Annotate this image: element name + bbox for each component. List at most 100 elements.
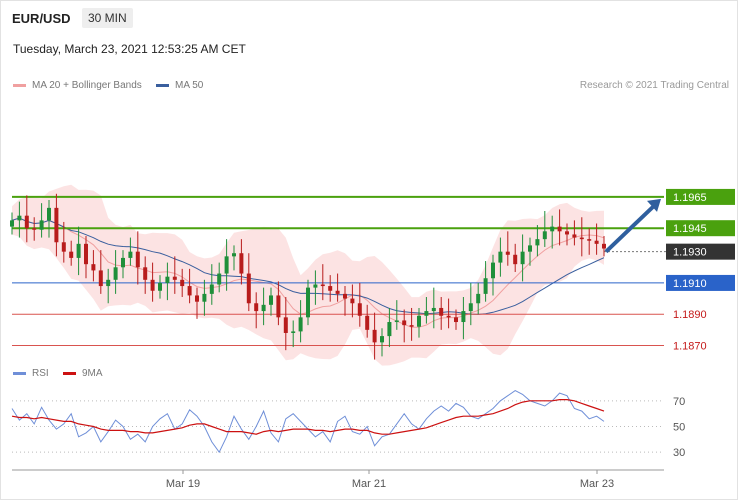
symbol-title: EUR/USD [12, 11, 71, 26]
candle-body [61, 242, 66, 252]
candle-body [431, 307, 436, 312]
candle-body [550, 226, 555, 232]
legend-swatch [13, 372, 26, 375]
candle-body [313, 284, 318, 288]
candle-body [365, 315, 370, 330]
rsi-tick-label: 30 [673, 447, 685, 459]
candle-body [158, 282, 162, 291]
candle-body [106, 279, 111, 287]
resistance-label: 1.1945 [673, 223, 707, 235]
candle-body [320, 284, 325, 287]
rsi-line [11, 390, 605, 454]
candle-body [491, 262, 495, 279]
candle-body [380, 336, 384, 343]
candle-body [372, 329, 377, 343]
pivot-badge [666, 274, 735, 291]
forecast-arrow-shaft [604, 203, 657, 254]
x-axis-label: Mar 19 [166, 478, 200, 490]
candle-body [557, 226, 562, 232]
candle-body [76, 243, 81, 258]
candle-body [135, 251, 140, 268]
legend-rsi: RSI [13, 368, 49, 379]
x-axis-label: Mar 23 [580, 478, 614, 490]
candle-body [350, 298, 355, 304]
candle-body [357, 303, 362, 316]
resistance-badge [666, 188, 735, 205]
candle-body [195, 295, 199, 302]
candle-body [454, 317, 458, 323]
support-label: 1.1870 [673, 340, 707, 352]
candle-body [535, 239, 540, 246]
candle-body [32, 228, 37, 230]
candle-body [121, 257, 125, 268]
candle-body [594, 240, 599, 244]
candle-body [165, 276, 170, 283]
legend-rsi-ma: 9MA [63, 368, 103, 379]
candle-body [202, 293, 207, 302]
last-price-badge [666, 243, 735, 260]
candle-body [54, 207, 59, 243]
legend-ma50: MA 50 [156, 80, 203, 91]
legend-swatch [13, 84, 26, 87]
candle-body [505, 251, 510, 255]
last-price-label: 1.1930 [673, 247, 707, 259]
candle-body [446, 315, 451, 318]
candle-body [128, 251, 133, 258]
candle-body [468, 303, 473, 312]
candle-body [98, 270, 103, 287]
candle-body [47, 207, 51, 221]
timestamp: Tuesday, March 23, 2021 12:53:25 AM CET [13, 42, 246, 56]
candle-body [143, 267, 148, 280]
rsi-tick-label: 70 [673, 396, 685, 408]
candle-body [476, 293, 481, 304]
legend-bollinger: MA 20 + Bollinger Bands [13, 80, 142, 91]
candle-body [10, 220, 14, 227]
candle-body [209, 284, 214, 294]
candle-body [69, 251, 74, 258]
candle-body [417, 315, 421, 327]
candle-body [172, 276, 177, 280]
candle-body [394, 320, 399, 323]
candle-body [587, 239, 592, 241]
candle-body [24, 215, 29, 229]
candle-body [402, 320, 407, 326]
legend-swatch [63, 372, 76, 375]
candle-body [572, 234, 577, 238]
candle-body [439, 307, 444, 316]
legend-label-bb: MA 20 + Bollinger Bands [32, 80, 142, 91]
candle-body [217, 273, 222, 285]
timeframe-badge[interactable]: 30 MIN [82, 8, 133, 28]
candle-body [224, 256, 229, 274]
candle-body [498, 251, 503, 263]
candle-body [291, 331, 296, 333]
legend-label-rsi: RSI [32, 368, 49, 379]
legend-label-rsi-ma: 9MA [82, 368, 103, 379]
candle-body [565, 231, 569, 235]
candle-body [84, 243, 88, 265]
x-axis-label: Mar 21 [352, 478, 386, 490]
candle-body [232, 253, 236, 257]
candle-body [387, 322, 392, 337]
support-label: 1.1890 [673, 309, 707, 321]
candle-body [343, 293, 347, 299]
candle-body [528, 245, 532, 252]
candle-body [579, 237, 584, 240]
candle-body [187, 286, 192, 296]
candle-body [269, 295, 273, 305]
credit-text: Research © 2021 Trading Central [579, 80, 729, 91]
candle-body [239, 253, 244, 274]
candle-body [328, 286, 333, 291]
candle-body [335, 290, 340, 294]
candle-body [180, 279, 185, 287]
candle-body [483, 278, 488, 294]
resistance-label: 1.1965 [673, 192, 707, 204]
forecast-arrow-head [647, 198, 661, 212]
candle-body [424, 311, 429, 316]
candle-body [113, 267, 118, 280]
candle-body [17, 215, 22, 221]
legend-swatch [156, 84, 169, 87]
candle-body [298, 317, 303, 332]
candle-body [276, 295, 281, 318]
candle-body [520, 251, 525, 265]
